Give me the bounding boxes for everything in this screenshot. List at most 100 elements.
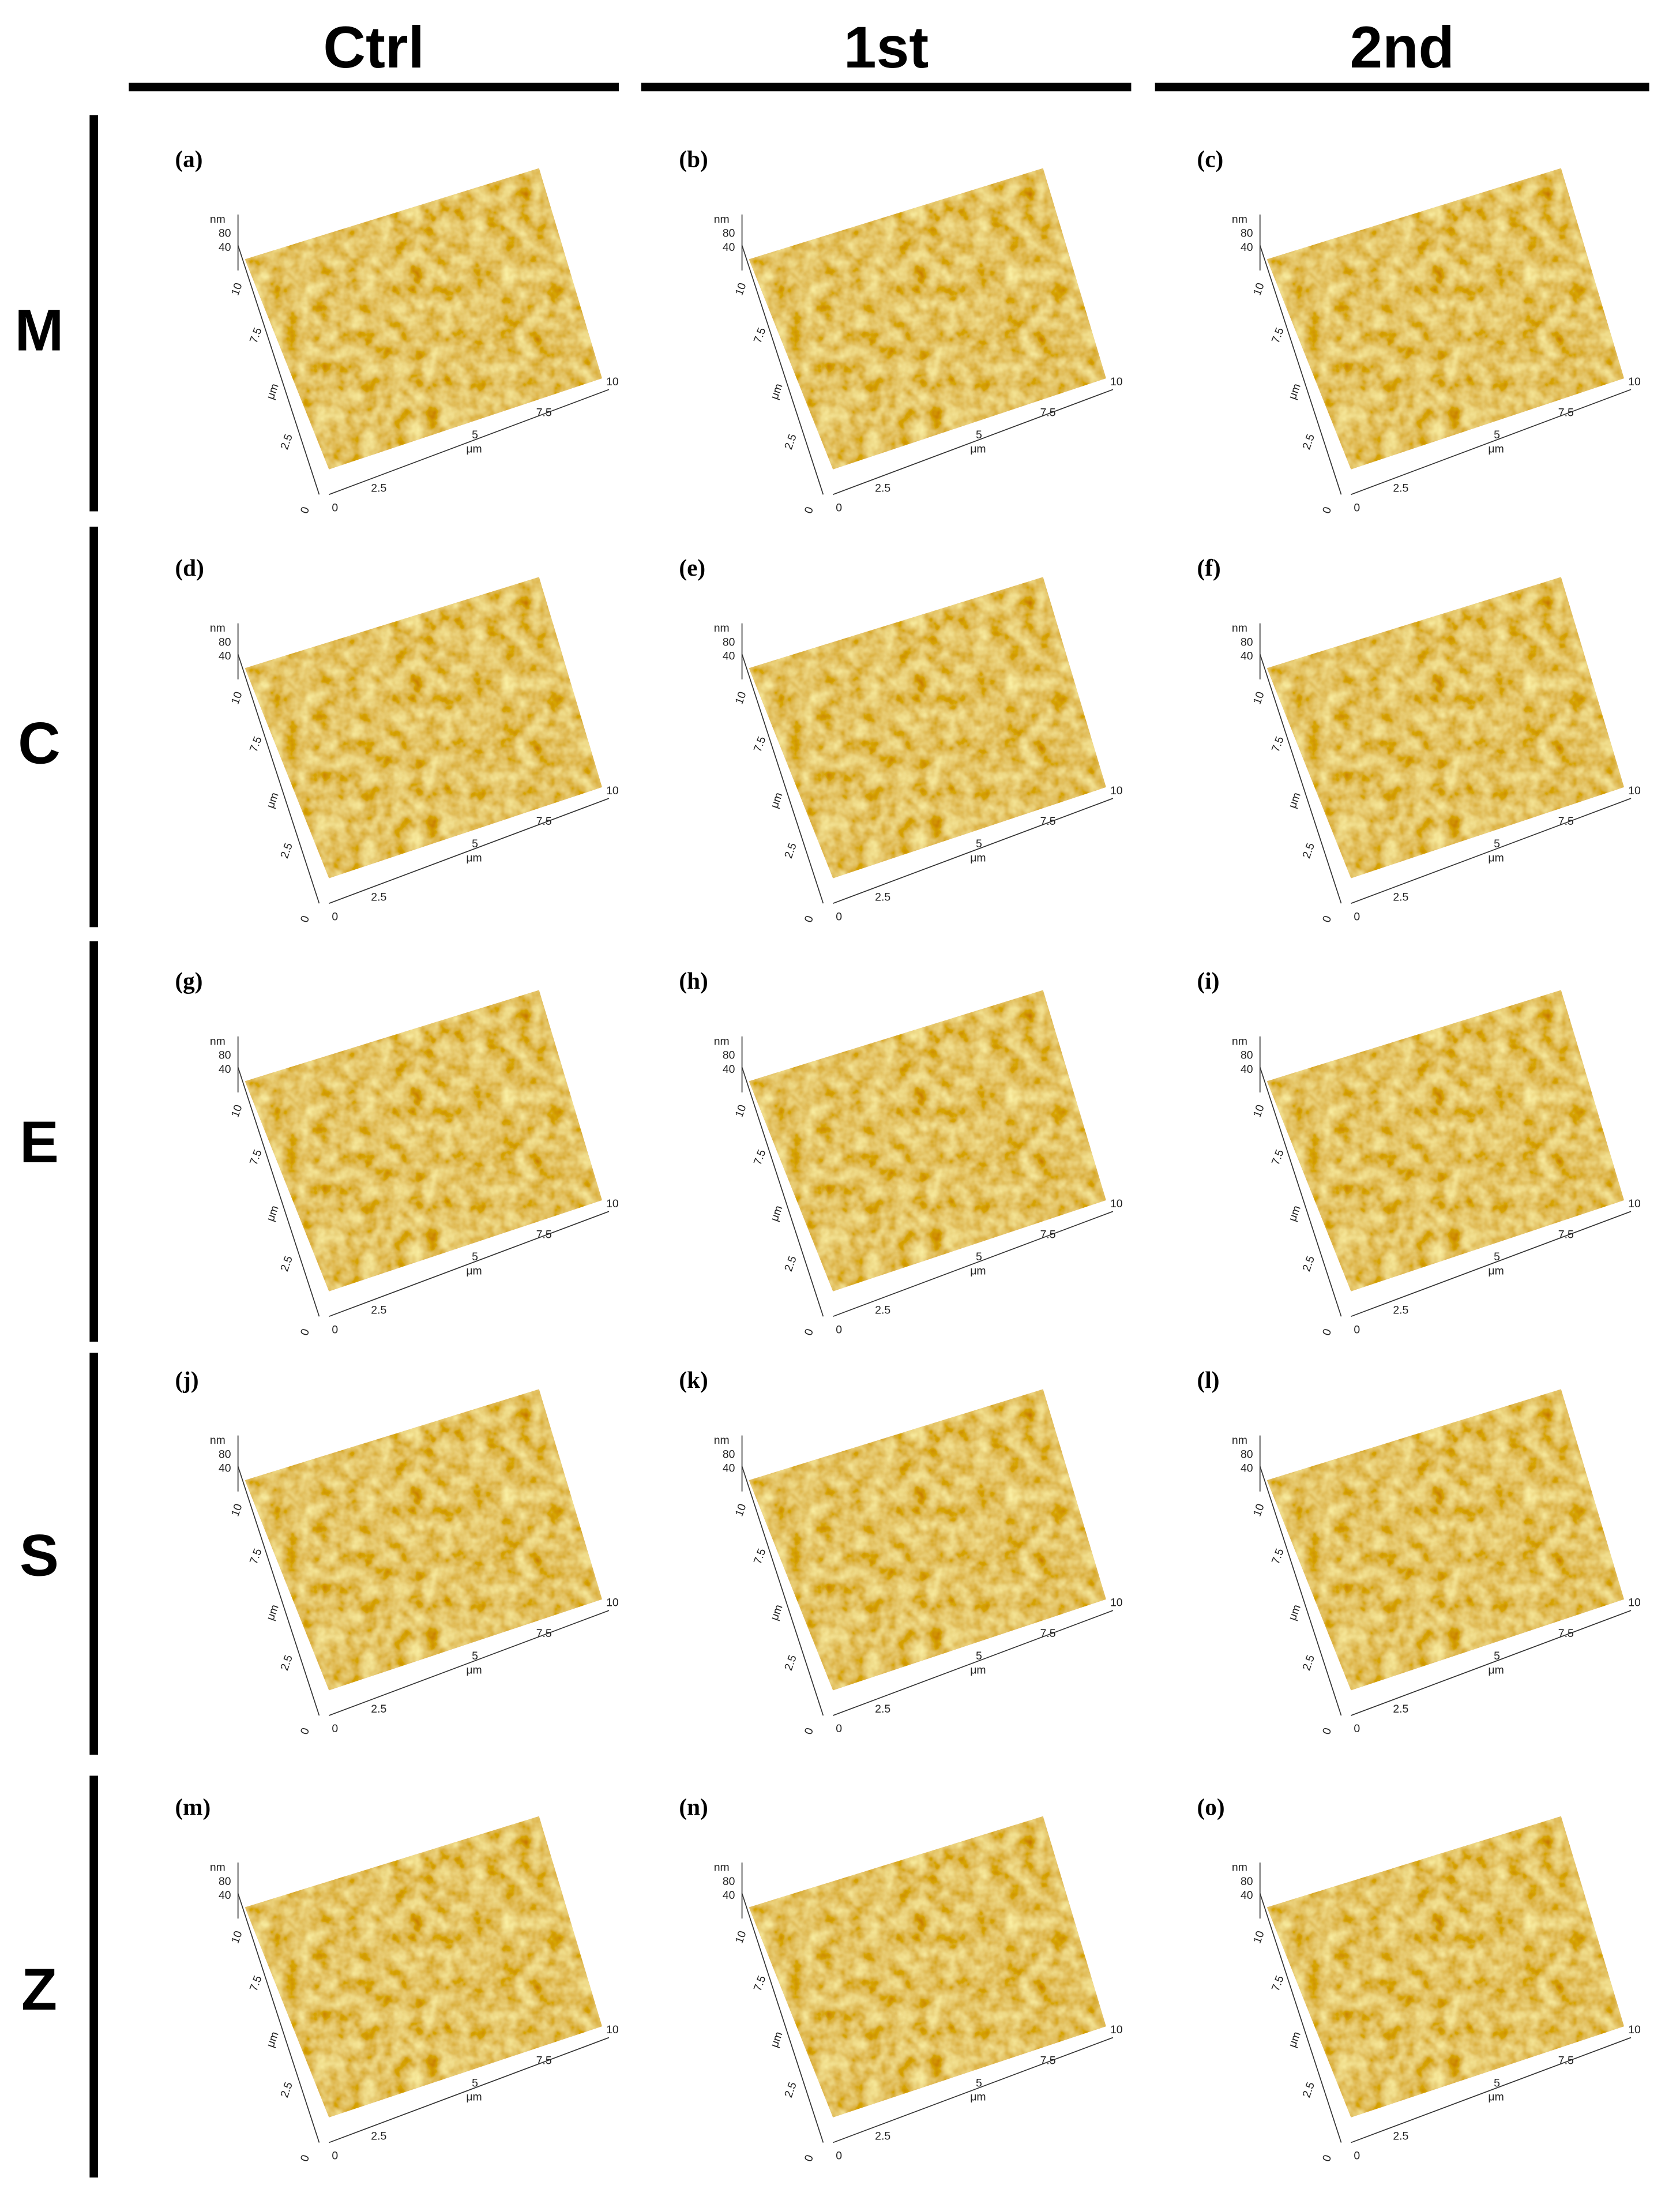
- z-tick-label: 80: [219, 1049, 231, 1062]
- y-tick-label: 0: [1320, 1327, 1334, 1338]
- x-axis: [833, 1211, 1114, 1317]
- x-tick-label: 0: [1354, 1722, 1360, 1735]
- x-tick-label: 2.5: [371, 891, 386, 903]
- x-tick-label: 0: [332, 1722, 338, 1735]
- y-tick-label: 2.5: [782, 433, 799, 452]
- z-tick-label: 80: [219, 636, 231, 648]
- panel-label: (l): [1197, 1366, 1220, 1394]
- y-tick-label: 0: [802, 914, 816, 924]
- panel-label: (g): [175, 967, 202, 994]
- x-tick-label: 5: [1494, 429, 1500, 441]
- y-tick-label: 10: [229, 281, 245, 297]
- x-unit: μm: [1488, 1664, 1504, 1676]
- y-tick-label: 2.5: [278, 841, 295, 860]
- afm-surface-texture: [1266, 990, 1624, 1291]
- z-tick-label: 40: [219, 1889, 231, 1902]
- z-unit: nm: [1232, 1035, 1247, 1047]
- y-axis: [741, 1067, 824, 1317]
- y-tick-label: 0: [298, 505, 312, 516]
- y-tick-label: 0: [1320, 505, 1334, 516]
- x-tick-label: 7.5: [536, 1228, 552, 1241]
- y-tick-label: 0: [298, 1327, 312, 1338]
- y-tick-label: 0: [298, 1726, 312, 1736]
- afm-surface-texture: [1266, 168, 1624, 470]
- y-tick-label: 2.5: [782, 1653, 799, 1672]
- y-axis: [1259, 1893, 1342, 2143]
- z-tick-label: 80: [1241, 1875, 1253, 1888]
- x-tick-label: 2.5: [371, 1304, 386, 1316]
- y-axis: [741, 1466, 824, 1716]
- x-tick-label: 0: [332, 501, 338, 514]
- y-tick-label: 2.5: [1300, 433, 1317, 452]
- x-unit: μm: [970, 851, 986, 864]
- x-tick-label: 10: [1110, 784, 1123, 797]
- x-tick-label: 0: [836, 2150, 842, 2162]
- panel-label: (i): [1197, 967, 1220, 994]
- z-tick-label: 40: [219, 1462, 231, 1475]
- y-tick-label: 2.5: [782, 2081, 799, 2100]
- x-unit: μm: [970, 1664, 986, 1676]
- z-tick-label: 80: [1241, 636, 1253, 648]
- z-unit: nm: [210, 1035, 225, 1047]
- z-tick-label: 80: [219, 1875, 231, 1888]
- y-unit: μm: [768, 2030, 785, 2049]
- x-tick-label: 0: [836, 1722, 842, 1735]
- x-tick-label: 0: [332, 2150, 338, 2162]
- x-unit: μm: [970, 442, 986, 455]
- y-axis: [1259, 245, 1342, 495]
- x-tick-label: 10: [606, 2023, 619, 2036]
- row-label: C: [18, 710, 61, 776]
- row-label: S: [20, 1522, 59, 1588]
- x-tick-label: 2.5: [1393, 482, 1408, 494]
- x-tick-label: 0: [836, 501, 842, 514]
- z-tick-label: 40: [723, 241, 735, 254]
- afm-surface-texture: [749, 168, 1106, 470]
- x-tick-label: 2.5: [875, 482, 890, 494]
- afm-surface-texture: [749, 990, 1106, 1291]
- x-tick-label: 7.5: [536, 815, 552, 828]
- afm-surface-texture: [245, 1389, 602, 1691]
- y-axis: [1259, 654, 1342, 904]
- z-tick-label: 40: [723, 1462, 735, 1475]
- y-tick-label: 0: [1320, 2153, 1334, 2164]
- y-tick-label: 2.5: [278, 1254, 295, 1273]
- afm-panel: (e) nm 80 40 0 2.5 7.5 10 μm 0 2.5 5 7.5 10 μm: [679, 554, 1122, 924]
- x-tick-label: 10: [1628, 2023, 1641, 2036]
- y-axis: [1259, 1466, 1342, 1716]
- x-tick-label: 2.5: [875, 891, 890, 903]
- z-tick-label: 80: [219, 227, 231, 240]
- z-unit: nm: [210, 622, 225, 634]
- panel-label: (o): [1197, 1793, 1225, 1820]
- y-unit: μm: [264, 2030, 281, 2049]
- x-tick-label: 2.5: [875, 1304, 890, 1316]
- x-tick-label: 10: [1110, 1197, 1123, 1210]
- x-unit: μm: [1488, 2091, 1504, 2104]
- afm-panel: (f) nm 80 40 0 2.5 7.5 10 μm 0 2.5 5 7.5 10 μm: [1197, 554, 1641, 924]
- y-tick-label: 7.5: [751, 735, 769, 754]
- z-unit: nm: [210, 1434, 225, 1447]
- x-tick-label: 10: [606, 1197, 619, 1210]
- x-tick-label: 10: [606, 784, 619, 797]
- z-tick-label: 40: [1241, 1889, 1253, 1902]
- y-tick-label: 10: [1251, 690, 1267, 706]
- afm-surface-texture: [245, 577, 602, 878]
- y-unit: μm: [768, 1204, 785, 1223]
- x-unit: μm: [970, 2091, 986, 2104]
- column-header: 1st: [844, 14, 929, 80]
- x-tick-label: 0: [1354, 2150, 1360, 2162]
- y-unit: μm: [264, 382, 281, 401]
- y-tick-label: 0: [802, 1327, 816, 1338]
- z-tick-label: 80: [723, 636, 735, 648]
- z-unit: nm: [714, 1035, 730, 1047]
- y-tick-label: 0: [1320, 1726, 1334, 1736]
- y-axis: [237, 654, 320, 904]
- x-tick-label: 7.5: [536, 2055, 552, 2067]
- x-tick-label: 5: [472, 1251, 478, 1263]
- x-tick-label: 7.5: [536, 406, 552, 419]
- x-tick-label: 0: [836, 1323, 842, 1336]
